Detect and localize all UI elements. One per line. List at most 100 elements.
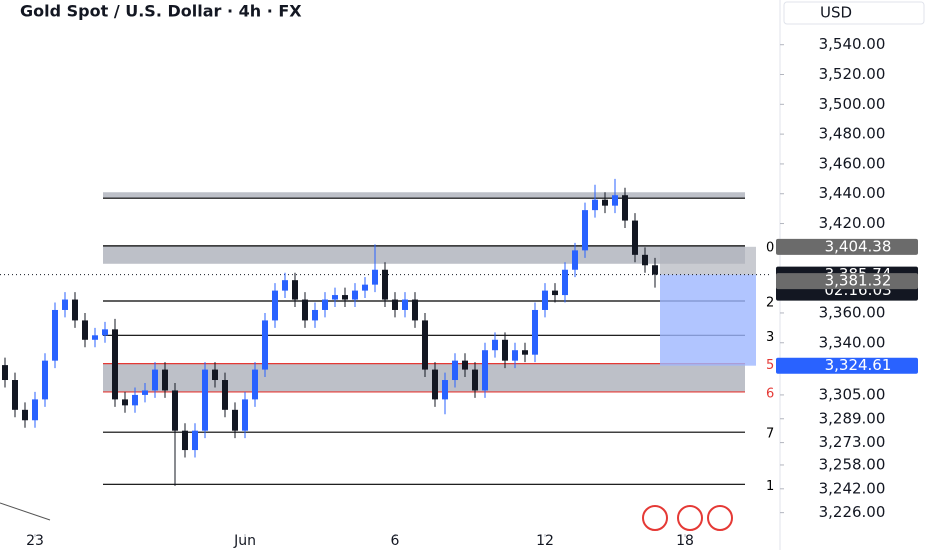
candle-body — [272, 290, 278, 321]
candle-body — [192, 430, 198, 451]
candle-body — [442, 380, 448, 400]
level-label: 2 — [766, 296, 774, 311]
y-tick-label: 3,480.00 — [819, 125, 886, 143]
candle-body — [532, 309, 538, 355]
y-tick-label: 3,289.00 — [819, 409, 886, 427]
candle-body — [252, 369, 258, 400]
candle-body — [202, 369, 208, 431]
candle-body — [122, 399, 128, 406]
x-tick-label: 23 — [26, 533, 44, 549]
y-tick-label: 3,520.00 — [819, 65, 886, 83]
candle-body — [542, 290, 548, 310]
candle-body — [492, 339, 498, 351]
candle-body — [372, 269, 378, 285]
stop-box — [660, 246, 756, 275]
flag-icon[interactable] — [642, 505, 668, 531]
price-tag-label: 3,324.61 — [825, 356, 892, 374]
y-tick-label: 3,420.00 — [819, 214, 886, 232]
candle-body — [482, 350, 488, 391]
event-flags[interactable] — [642, 505, 733, 531]
candle-body — [592, 199, 598, 211]
candle-body — [32, 399, 38, 421]
y-tick-label: 3,440.00 — [819, 184, 886, 202]
candle-body — [212, 369, 218, 381]
currency-label[interactable]: USD — [820, 4, 852, 22]
candle-body — [392, 299, 398, 310]
candle-body — [412, 299, 418, 321]
candle-body — [302, 299, 308, 321]
y-tick-label: 3,360.00 — [819, 303, 886, 321]
x-tick-label: Jun — [233, 533, 256, 549]
candle-body — [602, 199, 608, 206]
candle-body — [362, 284, 368, 291]
candle-body — [582, 210, 588, 251]
candle-body — [652, 265, 658, 275]
candle-body — [72, 299, 78, 321]
candle-body — [382, 269, 388, 300]
candle-body — [222, 380, 228, 410]
candle-body — [92, 335, 98, 340]
y-tick-label: 3,226.00 — [819, 503, 886, 521]
y-tick-label: 3,340.00 — [819, 333, 886, 351]
level-label: 6 — [766, 386, 774, 401]
candle-body — [262, 320, 268, 370]
y-tick-label: 3,273.00 — [819, 433, 886, 451]
candle-body — [42, 360, 48, 400]
candle-body — [322, 299, 328, 310]
zone — [103, 192, 745, 199]
candle-body — [352, 290, 358, 300]
candle-body — [292, 280, 298, 300]
level-label: 0 — [766, 240, 774, 255]
candle-body — [462, 360, 468, 370]
candle-body — [612, 195, 618, 206]
candle-body — [182, 430, 188, 451]
y-tick-label: 3,500.00 — [819, 95, 886, 113]
flag-icon[interactable] — [707, 505, 733, 531]
x-tick-label: 12 — [536, 533, 554, 549]
flag-icon[interactable] — [677, 505, 703, 531]
candle-body — [242, 399, 248, 431]
candle-body — [432, 369, 438, 400]
level-label: 1 — [766, 479, 774, 494]
candle-body — [512, 350, 518, 361]
candle-body — [332, 295, 338, 300]
candle-body — [132, 394, 138, 406]
candle-body — [502, 339, 508, 361]
candle-body — [152, 369, 158, 391]
trend-line — [0, 502, 51, 521]
y-tick-label: 3,305.00 — [819, 385, 886, 403]
candle-body — [82, 320, 88, 340]
candle-body — [562, 269, 568, 296]
candle-body — [402, 299, 408, 310]
candle-body — [622, 195, 628, 221]
zone — [103, 245, 745, 264]
candle-body — [422, 320, 428, 370]
price-tag — [776, 357, 918, 374]
candle-body — [552, 290, 558, 296]
candle-body — [52, 309, 58, 361]
currency-box[interactable] — [783, 1, 925, 25]
candle-body — [472, 369, 478, 391]
y-tick-label: 3,258.00 — [819, 455, 886, 473]
candle-body — [162, 369, 168, 391]
candle-body — [572, 250, 578, 270]
candle-body — [172, 390, 178, 431]
price-tag-label: 3,404.38 — [825, 237, 892, 255]
candle-body — [452, 360, 458, 381]
candle-body — [22, 409, 28, 421]
candle-body — [62, 299, 68, 310]
price-tag — [776, 238, 918, 255]
level-label: 3 — [766, 330, 774, 345]
candle-body — [112, 329, 118, 400]
candle-body — [522, 350, 528, 355]
candle-body — [142, 390, 148, 395]
y-tick-label: 3,242.00 — [819, 479, 886, 497]
candle-body — [632, 220, 638, 255]
level-label: 5 — [766, 358, 774, 373]
y-tick-label: 3,460.00 — [819, 154, 886, 172]
candle-body — [282, 280, 288, 291]
price-tag — [776, 273, 918, 290]
y-tick-label: 3,540.00 — [819, 35, 886, 53]
candle-body — [642, 254, 648, 266]
